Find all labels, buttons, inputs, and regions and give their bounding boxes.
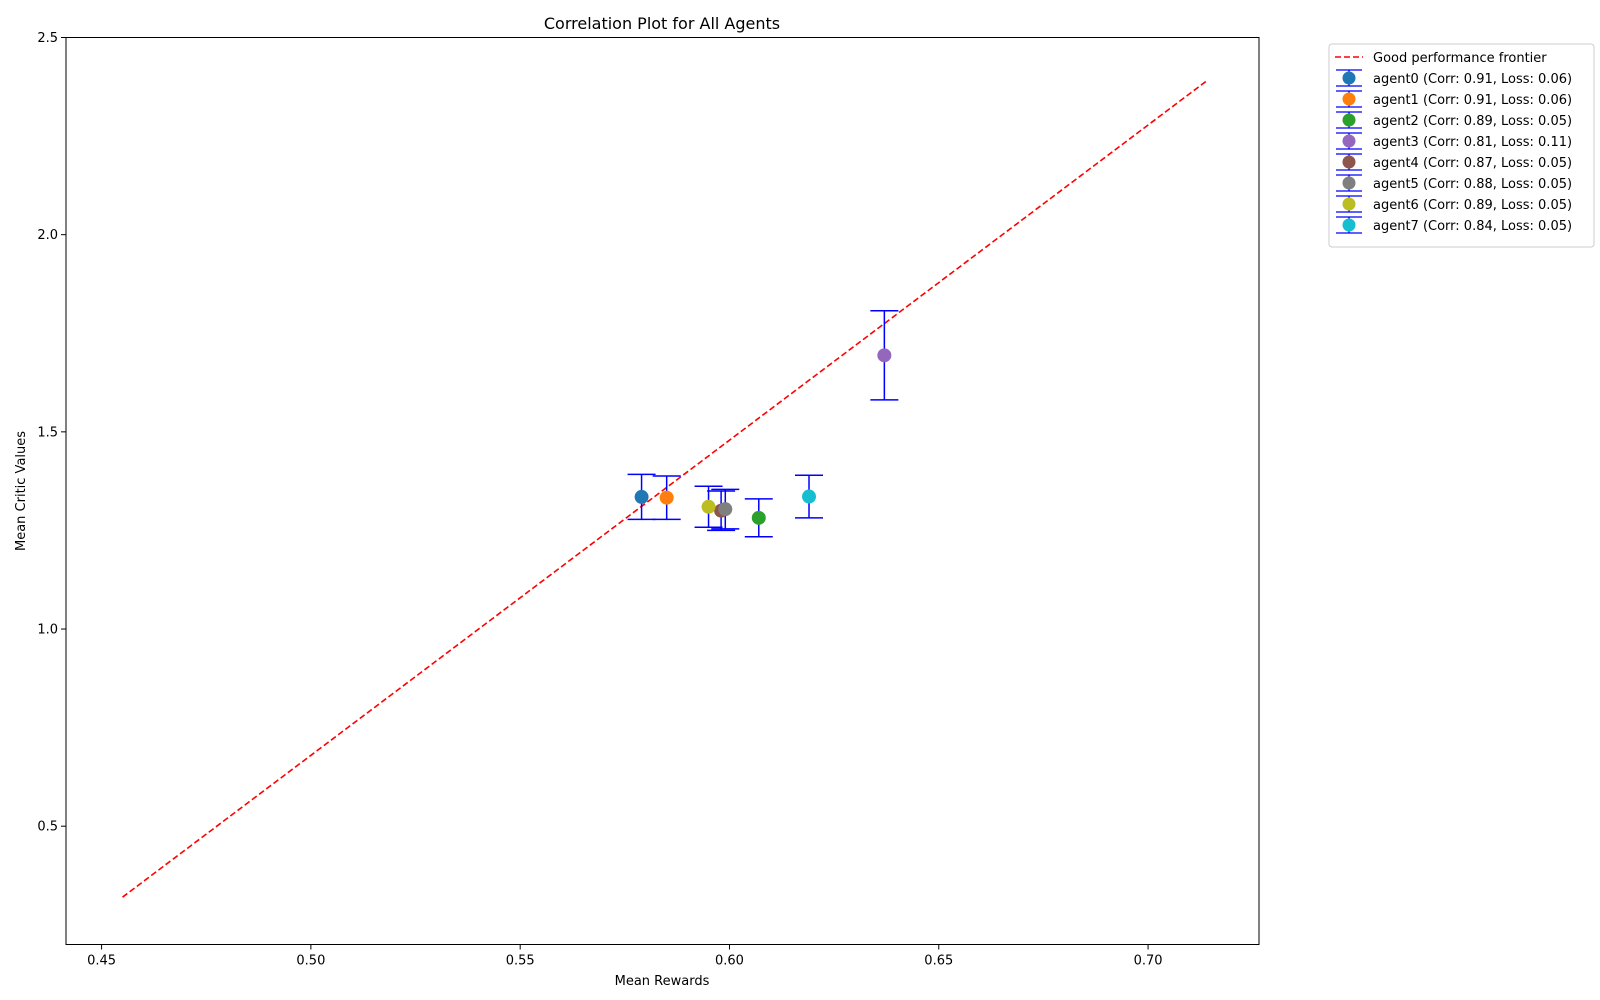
data-point <box>877 348 892 363</box>
y-tick-label: 2.0 <box>37 228 58 243</box>
legend-label: agent4 (Corr: 0.87, Loss: 0.05) <box>1373 156 1572 171</box>
data-point <box>802 489 817 504</box>
data-point <box>634 489 649 504</box>
legend-marker <box>1342 71 1356 85</box>
data-point <box>751 510 766 525</box>
legend-label: agent1 (Corr: 0.91, Loss: 0.06) <box>1373 93 1572 108</box>
legend-label: agent2 (Corr: 0.89, Loss: 0.05) <box>1373 114 1572 129</box>
x-tick-label: 0.45 <box>87 954 116 969</box>
data-point <box>718 502 733 517</box>
y-axis: 0.5 1.0 1.5 2.0 2.5 <box>37 31 66 835</box>
y-tick-label: 2.5 <box>37 31 58 46</box>
legend-marker <box>1342 197 1356 211</box>
legend-label: agent3 (Corr: 0.81, Loss: 0.11) <box>1373 135 1572 150</box>
legend-label: agent7 (Corr: 0.84, Loss: 0.05) <box>1373 219 1572 234</box>
legend-marker <box>1342 155 1356 169</box>
x-tick-label: 0.65 <box>924 954 953 969</box>
chart-title: Correlation Plot for All Agents <box>544 14 780 33</box>
data-point <box>701 499 716 514</box>
legend-frontier-label: Good performance frontier <box>1373 51 1547 66</box>
x-tick-label: 0.60 <box>715 954 744 969</box>
y-tick-label: 1.5 <box>37 425 58 440</box>
x-tick-label: 0.55 <box>506 954 535 969</box>
plot-frame <box>65 37 1260 945</box>
legend-marker <box>1342 218 1356 232</box>
legend-marker <box>1342 134 1356 148</box>
y-axis-label: Mean Critic Values <box>14 431 29 551</box>
x-tick-label: 0.50 <box>296 954 325 969</box>
legend-marker <box>1342 176 1356 190</box>
x-axis-label: Mean Rewards <box>615 974 710 989</box>
legend-label: agent6 (Corr: 0.89, Loss: 0.05) <box>1373 198 1572 213</box>
y-tick-label: 0.5 <box>37 820 58 835</box>
legend-label: agent5 (Corr: 0.88, Loss: 0.05) <box>1373 177 1572 192</box>
legend: Good performance frontier agent0 (Corr: 0… <box>1328 43 1595 248</box>
data-point <box>659 490 674 505</box>
plot-area <box>122 80 1208 898</box>
frontier-line <box>122 80 1208 898</box>
x-axis: 0.45 0.50 0.55 0.60 0.65 0.70 <box>87 944 1163 969</box>
legend-label: agent0 (Corr: 0.91, Loss: 0.06) <box>1373 72 1572 87</box>
legend-marker <box>1342 92 1356 106</box>
legend-marker <box>1342 113 1356 127</box>
x-tick-label: 0.70 <box>1134 954 1163 969</box>
y-tick-label: 1.0 <box>37 623 58 638</box>
legend-box <box>1328 43 1595 248</box>
